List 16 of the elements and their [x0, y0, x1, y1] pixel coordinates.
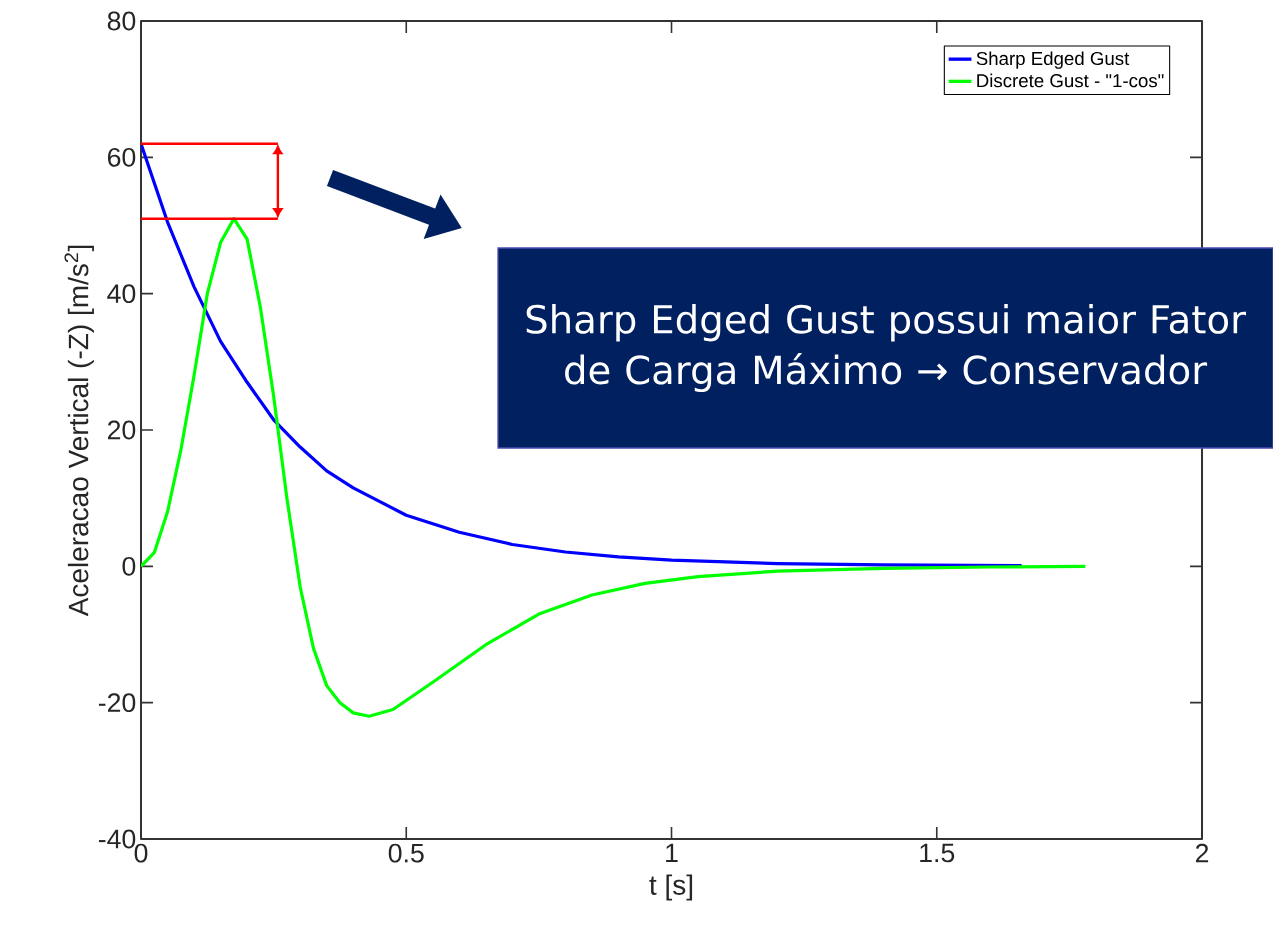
- x-tick-label: 0.5: [388, 843, 424, 863]
- y-tick-label: 0: [122, 556, 136, 576]
- y-axis-title: Aceleracao Vertical (-Z) [m/s$^{2}$]: [64, 245, 94, 617]
- legend-label: Sharp Edged Gust: [976, 51, 1130, 69]
- y-tick-label: -40: [98, 829, 136, 849]
- y-tick-label: 20: [107, 420, 136, 440]
- x-tick-label: 2: [1195, 843, 1209, 863]
- x-axis-title: t [s]: [649, 874, 693, 901]
- annotation: Sharp Edged Gust possui maior Fator de Carga Máximo → Conservador: [526, 303, 1246, 393]
- y-tick-label: -20: [98, 693, 136, 713]
- y-tick-label: 80: [107, 11, 136, 31]
- y-tick-label: 60: [107, 147, 136, 167]
- x-tick-label: 1.5: [920, 843, 955, 863]
- x-tick-label: 1: [666, 843, 678, 863]
- y-tick-label: 40: [107, 284, 136, 304]
- legend-label: Discrete Gust - "1-cos": [977, 73, 1164, 88]
